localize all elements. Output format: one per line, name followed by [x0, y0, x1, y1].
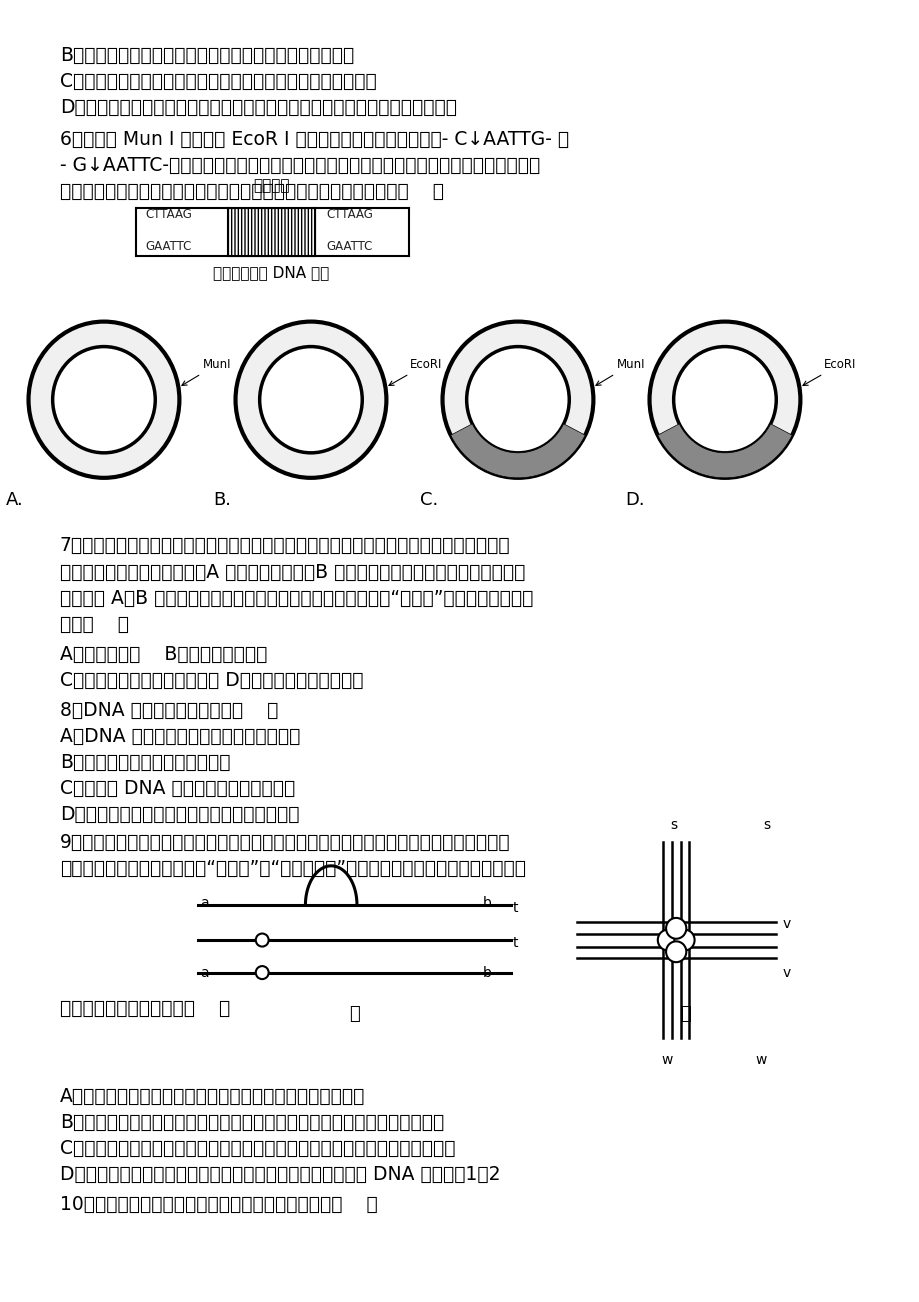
Ellipse shape — [442, 322, 593, 478]
Text: C．同时有链霉素和氨苄青霉素 D．无链霉素和氨苄青霉素: C．同时有链霉素和氨苄青霉素 D．无链霉素和氨苄青霉素 — [60, 671, 363, 690]
Text: MunI: MunI — [182, 358, 231, 385]
Ellipse shape — [665, 918, 686, 939]
Text: ．下列有关叙述正确的是（    ）: ．下列有关叙述正确的是（ ） — [60, 999, 230, 1018]
Text: MunI: MunI — [596, 358, 644, 385]
Text: A.: A. — [6, 491, 24, 509]
Text: C.: C. — [419, 491, 437, 509]
Text: C．乙图是由于四分体时期同源染色体非姐妹染色单体之间发生交叉互换的结果: C．乙图是由于四分体时期同源染色体非姐妹染色单体之间发生交叉互换的结果 — [60, 1139, 455, 1159]
Text: 含目的基因的 DNA 片段: 含目的基因的 DNA 片段 — [213, 266, 329, 281]
Text: A．甲、乙两种变异类型分别属于染色体结构变异、基因重组: A．甲、乙两种变异类型分别属于染色体结构变异、基因重组 — [60, 1087, 365, 1107]
Text: D.: D. — [625, 491, 644, 509]
Text: b: b — [482, 966, 492, 980]
Text: 7．研究人员想将生长激素基因通过质粒介导入大肠杆菌细胞内，以表达产生生长激素．已: 7．研究人员想将生长激素基因通过质粒介导入大肠杆菌细胞内，以表达产生生长激素．已 — [60, 536, 510, 556]
Ellipse shape — [674, 930, 694, 950]
Text: A．仅有链霉素    B．仅有氨苄青霉素: A．仅有链霉素 B．仅有氨苄青霉素 — [60, 644, 267, 664]
Text: 入到基因 A、B 中，而大肠杆菌不带任何抗性基因，则筛选获得“工程菌”的培养基中应加抗: 入到基因 A、B 中，而大肠杆菌不带任何抗性基因，则筛选获得“工程菌”的培养基中… — [60, 589, 533, 608]
Text: CTTAAG: CTTAAG — [145, 208, 192, 221]
Ellipse shape — [649, 322, 800, 478]
Ellipse shape — [235, 322, 386, 478]
Text: EcoRI: EcoRI — [802, 358, 855, 385]
Ellipse shape — [657, 930, 677, 950]
Text: 知质粒中存在两个抗性基因：A 是抗链霉素基因，B 是抗氨苄青霉素基因，且目的基因不插: 知质粒中存在两个抗性基因：A 是抗链霉素基因，B 是抗氨苄青霉素基因，且目的基因… — [60, 562, 525, 582]
Text: 粒的阴影部分表示标记基因．适于作为图示目的基因运载体的质粒是（    ）: 粒的阴影部分表示标记基因．适于作为图示目的基因运载体的质粒是（ ） — [60, 182, 443, 202]
Text: 目的基因: 目的基因 — [253, 177, 289, 193]
Text: 生素（    ）: 生素（ ） — [60, 615, 129, 634]
Ellipse shape — [255, 934, 268, 947]
Text: w: w — [754, 1053, 766, 1068]
Text: C．单倍体育种和多倍体育种的遗传学原理都是染色体数目变异: C．单倍体育种和多倍体育种的遗传学原理都是染色体数目变异 — [60, 72, 376, 91]
Text: C．将两条 DNA 末端之间的缝隙连接起来: C．将两条 DNA 末端之间的缝隙连接起来 — [60, 779, 295, 798]
Text: D．与二倍体植株相比，多倍体植株通常茎秆粗壮，器官较大，有机物含量增加: D．与二倍体植株相比，多倍体植株通常茎秆粗壮，器官较大，有机物含量增加 — [60, 98, 457, 117]
Text: 6．限制酶 Mun I 和限制酶 EcoR I 的识别序列及切割位点分别是- C↓AATTG- 和: 6．限制酶 Mun I 和限制酶 EcoR I 的识别序列及切割位点分别是- C… — [60, 130, 568, 150]
Text: 示细胞减数分裂过程中出现的“环形圈”、“十字形结构”现象，图中字母表示染色体上的基因: 示细胞减数分裂过程中出现的“环形圈”、“十字形结构”现象，图中字母表示染色体上的… — [60, 859, 526, 879]
Text: 9．生物的某些变异可通过细胞分裂某一时期染色体的行为来识别．甲、乙两模式图分别表: 9．生物的某些变异可通过细胞分裂某一时期染色体的行为来识别．甲、乙两模式图分别表 — [60, 833, 510, 853]
Text: v: v — [782, 917, 790, 931]
Ellipse shape — [466, 346, 569, 453]
Text: w: w — [661, 1053, 672, 1068]
Text: D．甲、乙两图常出现在减数第一次分裂的前期，染色体数与 DNA 数之比为1：2: D．甲、乙两图常出现在减数第一次分裂的前期，染色体数与 DNA 数之比为1：2 — [60, 1165, 500, 1185]
Text: a: a — [199, 896, 208, 910]
Bar — [228, 208, 314, 256]
Text: 10．图示新物种形成的基本环节，下列分析正确的是（    ）: 10．图示新物种形成的基本环节，下列分析正确的是（ ） — [60, 1195, 377, 1215]
Text: 甲: 甲 — [348, 1005, 359, 1023]
Ellipse shape — [665, 941, 686, 962]
Text: a: a — [199, 966, 208, 980]
Text: b: b — [482, 896, 492, 910]
Ellipse shape — [259, 346, 362, 453]
Text: EcoRI: EcoRI — [389, 358, 441, 385]
Text: B．诱变育种具有大幅度改变某些性状，快速、定向等优点: B．诱变育种具有大幅度改变某些性状，快速、定向等优点 — [60, 46, 354, 65]
Text: t: t — [512, 936, 517, 950]
Text: 8．DNA 连接酶的主要功能是（    ）: 8．DNA 连接酶的主要功能是（ ） — [60, 700, 278, 720]
Ellipse shape — [28, 322, 179, 478]
Ellipse shape — [255, 966, 268, 979]
Text: - G↓AATTC-．如图表示四种质粒和目的基因，其中，箭头所指部位为酶的识别位点，质: - G↓AATTC-．如图表示四种质粒和目的基因，其中，箭头所指部位为酶的识别位… — [60, 156, 539, 176]
Text: t: t — [512, 901, 517, 915]
Text: 乙: 乙 — [679, 1005, 690, 1023]
Text: A．DNA 复制时母链与子链之间形成的氢键: A．DNA 复制时母链与子链之间形成的氢键 — [60, 727, 300, 746]
Polygon shape — [450, 424, 584, 478]
Text: B.: B. — [212, 491, 231, 509]
Text: CTTAAG: CTTAAG — [326, 208, 373, 221]
Ellipse shape — [673, 346, 776, 453]
Text: D．将碗基、脱氧核糖、磷酸之间的键连接起来: D．将碗基、脱氧核糖、磷酸之间的键连接起来 — [60, 805, 299, 824]
Text: s: s — [669, 818, 676, 832]
Text: GAATTC: GAATTC — [326, 240, 372, 253]
Text: B．粘性末端碗基之间形成的氢键: B．粘性末端碗基之间形成的氢键 — [60, 753, 230, 772]
Polygon shape — [657, 424, 791, 478]
Text: v: v — [782, 966, 790, 980]
Ellipse shape — [52, 346, 155, 453]
Text: GAATTC: GAATTC — [145, 240, 191, 253]
Text: s: s — [762, 818, 769, 832]
Text: B．甲图是由于个别碗基对的增添或缺失，导致染色体上基因数目改变的结果: B．甲图是由于个别碗基对的增添或缺失，导致染色体上基因数目改变的结果 — [60, 1113, 444, 1133]
